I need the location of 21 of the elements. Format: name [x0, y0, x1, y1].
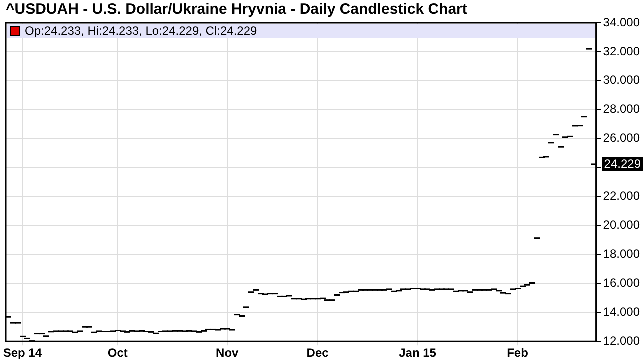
x-tick-label: Sep 14 — [3, 346, 42, 360]
y-tick-label: 32.000 — [603, 44, 640, 58]
x-tick-label: Dec — [306, 346, 330, 360]
y-tick-label: 14.000 — [603, 304, 640, 319]
x-tick-label: Oct — [108, 346, 128, 360]
legend-strip: Op:24.233, Hi:24.233, Lo:24.229, Cl:24.229 — [7, 24, 596, 38]
annotation: Op:24.233, Hi:24.233, Lo:24.229, Cl:24.229 — [25, 24, 258, 38]
y-tick-label: 16.000 — [603, 276, 640, 290]
y-tick-label: 18.000 — [603, 247, 640, 262]
text: 24.229 — [604, 156, 642, 171]
y-tick-label: 12.000 — [603, 334, 640, 348]
y-tick-label: 22.000 — [603, 189, 640, 204]
y-tick-label: 34.000 — [603, 15, 640, 30]
x-tick-label: Jan 15 — [399, 346, 437, 360]
x-tick-label: Feb — [507, 346, 528, 360]
x-tick-label: Nov — [216, 346, 240, 360]
y-tick-label: 28.000 — [603, 102, 640, 116]
y-tick-label: 26.000 — [603, 131, 640, 146]
chart-title: ^USDUAH - U.S. Dollar/Ukraine Hryvnia - Daily Candlestick Chart — [6, 1, 468, 18]
y-tick-label: 30.000 — [603, 73, 640, 88]
y-tick-label: 20.000 — [603, 218, 640, 232]
